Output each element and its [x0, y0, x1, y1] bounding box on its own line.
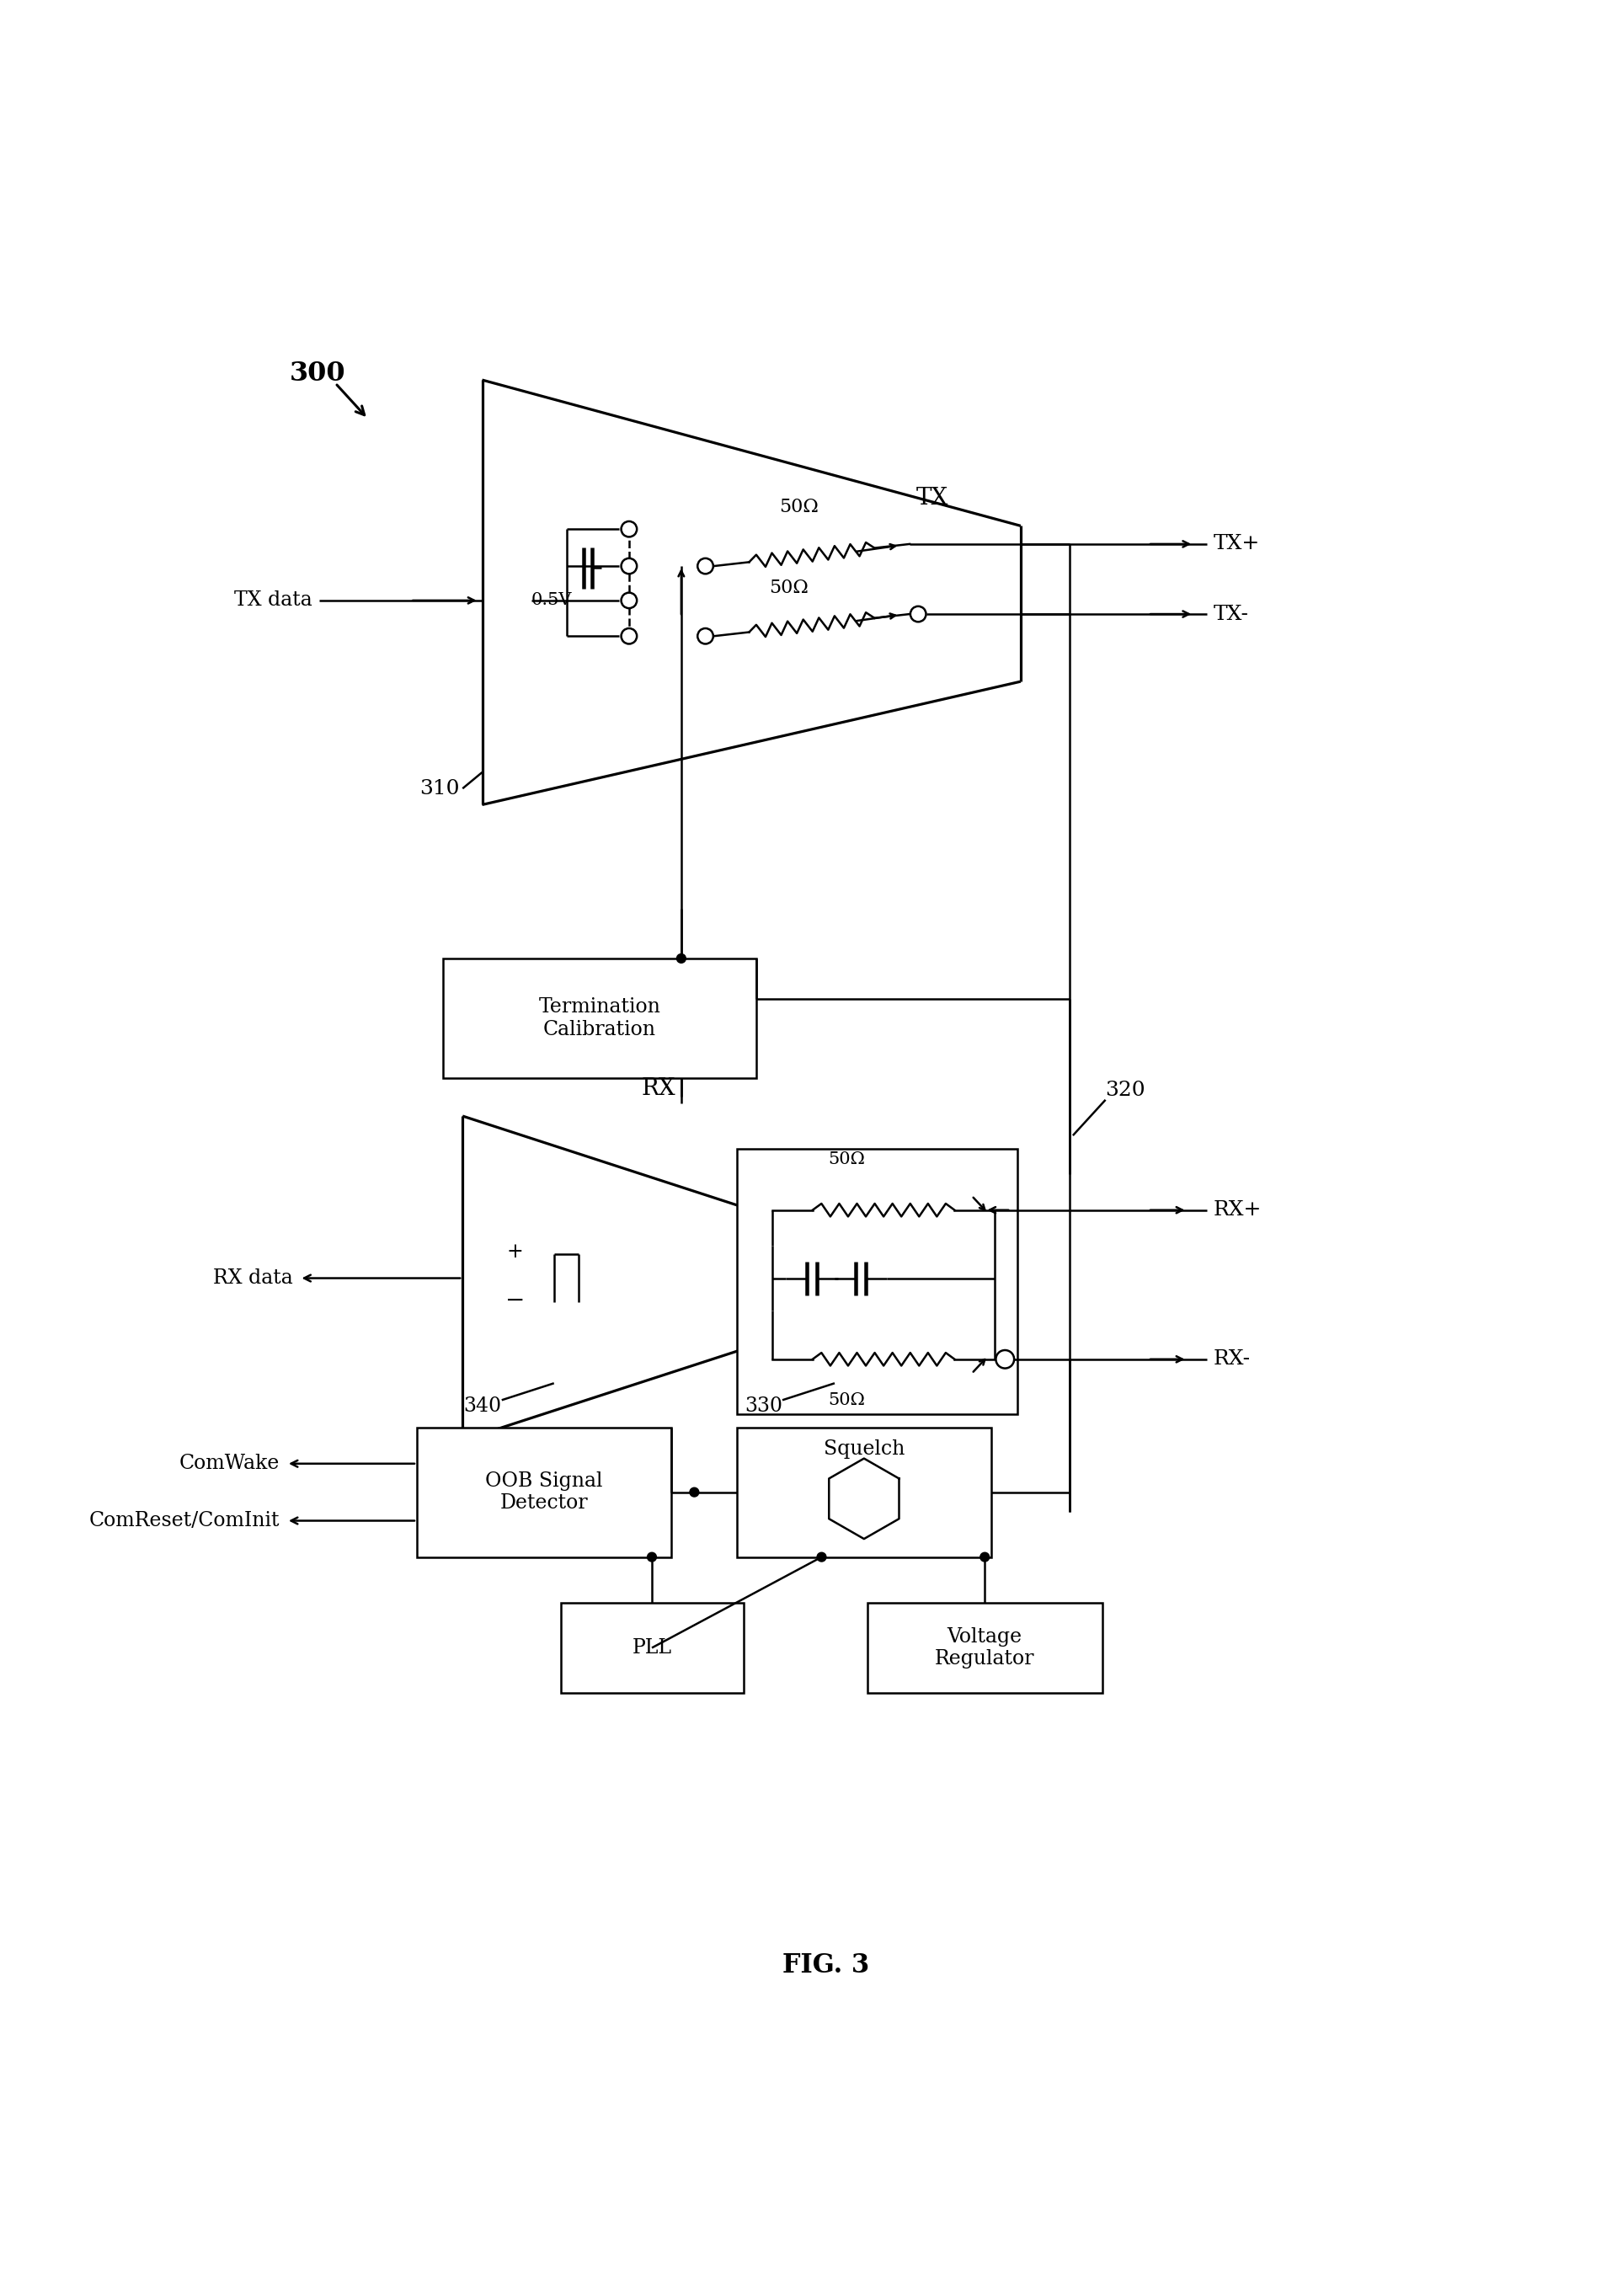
Circle shape [621, 521, 637, 537]
Bar [737, 1428, 991, 1557]
Text: −: − [505, 1290, 524, 1313]
Text: 320: 320 [1106, 1081, 1146, 1100]
Text: RX-: RX- [1214, 1350, 1251, 1368]
Text: FIG. 3: FIG. 3 [783, 1952, 869, 1979]
Text: 0.5V: 0.5V [530, 592, 572, 608]
Text: 50Ω: 50Ω [779, 498, 819, 517]
Text: TX: TX [917, 487, 948, 510]
Text: TX-: TX- [1214, 604, 1249, 625]
Text: PLL: PLL [632, 1637, 672, 1658]
Text: ComWake: ComWake [179, 1453, 280, 1474]
Circle shape [621, 629, 637, 643]
Text: OOB Signal
Detector: OOB Signal Detector [485, 1472, 603, 1513]
Circle shape [996, 1350, 1014, 1368]
Text: RX+: RX+ [1214, 1201, 1262, 1219]
Circle shape [698, 558, 713, 574]
Text: 50Ω: 50Ω [769, 579, 809, 597]
Circle shape [677, 953, 685, 962]
Text: 50Ω: 50Ω [829, 1391, 866, 1407]
Bar [737, 1148, 1017, 1414]
Bar [443, 957, 756, 1079]
Circle shape [690, 1488, 700, 1497]
Circle shape [911, 606, 925, 622]
Text: TX+: TX+ [1214, 535, 1259, 553]
Circle shape [980, 1552, 990, 1561]
Text: RX data: RX data [213, 1267, 293, 1288]
Circle shape [817, 1552, 827, 1561]
Text: Termination
Calibration: Termination Calibration [538, 996, 661, 1040]
Circle shape [648, 1552, 656, 1561]
Bar [418, 1428, 672, 1557]
Text: +: + [506, 1242, 524, 1263]
Circle shape [621, 558, 637, 574]
Text: 310: 310 [419, 778, 459, 799]
Circle shape [698, 629, 713, 643]
Text: 300: 300 [290, 360, 345, 386]
Text: ComReset/ComInit: ComReset/ComInit [89, 1511, 280, 1531]
Text: Squelch: Squelch [824, 1440, 904, 1458]
Text: 50Ω: 50Ω [829, 1153, 866, 1169]
Text: 340: 340 [464, 1396, 501, 1417]
Bar [561, 1603, 743, 1692]
Bar [867, 1603, 1103, 1692]
Text: RX: RX [642, 1077, 675, 1100]
Text: TX data: TX data [234, 590, 313, 611]
Circle shape [621, 592, 637, 608]
Text: Voltage
Regulator: Voltage Regulator [935, 1628, 1035, 1669]
Text: 330: 330 [745, 1396, 782, 1417]
